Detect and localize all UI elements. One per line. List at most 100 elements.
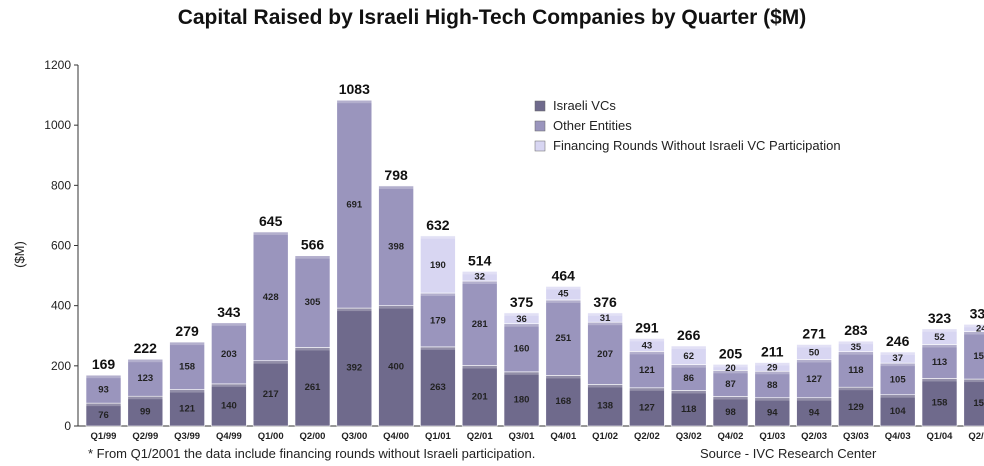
x-tick-label: Q3/99: [174, 431, 200, 442]
bar-segment: [461, 280, 498, 366]
bar-segment-highlight: [796, 397, 832, 401]
bar-value-label: 43: [642, 340, 653, 351]
bar-segment-highlight: [420, 235, 456, 239]
bar-segment-highlight: [587, 312, 623, 316]
bar-segment: [503, 371, 540, 427]
bar-total-label: 632: [426, 217, 450, 233]
bar-segment-highlight: [671, 364, 707, 368]
bar-segment-highlight: [922, 344, 957, 348]
legend-label: Financing Rounds Without Israeli VC Part…: [553, 138, 841, 153]
bar-total-label: 246: [886, 333, 910, 349]
x-tick-label: Q2/03: [801, 431, 827, 442]
bar-segment: [879, 394, 916, 427]
bar-value-label: 86: [683, 373, 694, 384]
bar-segment-highlight: [754, 362, 790, 366]
bar-value-label: 180: [514, 394, 530, 405]
bar-value-label: 179: [430, 315, 446, 326]
bar-segment: [85, 374, 122, 404]
bar-segment: [838, 386, 874, 427]
y-tick-label: 1200: [44, 58, 71, 72]
bar-segment-highlight: [295, 255, 330, 259]
bar-segment: [587, 384, 623, 427]
bar-segment-highlight: [880, 351, 916, 355]
bar-segment: [796, 344, 832, 360]
x-tick-label: Q2/99: [132, 431, 158, 442]
bar-segment-highlight: [86, 375, 121, 379]
bar-segment-highlight: [838, 341, 874, 345]
bar-value-label: 32: [474, 272, 485, 283]
bar-segment-highlight: [713, 370, 748, 374]
x-tick-label: Q3/03: [843, 431, 869, 442]
legend-label: Other Entities: [553, 118, 632, 133]
bar-segment-highlight: [880, 363, 916, 367]
bar-segment: [127, 358, 164, 397]
bar-segment-highlight: [86, 403, 121, 407]
bar-value-label: 123: [137, 373, 153, 384]
bar-segment: [629, 351, 665, 389]
bar-value-label: 105: [890, 374, 907, 385]
bar-segment: [545, 299, 582, 376]
bar-value-label: 88: [767, 380, 778, 391]
bar-segment-highlight: [880, 394, 916, 398]
legend-swatch: [534, 140, 546, 152]
bar-segment-highlight: [336, 308, 372, 312]
bar-value-label: 52: [934, 332, 945, 343]
bar-segment-highlight: [545, 375, 581, 379]
bar-value-label: 168: [555, 396, 571, 407]
bar-value-label: 36: [516, 314, 527, 325]
bar-total-label: 343: [217, 304, 241, 320]
bar-value-label: 94: [767, 407, 778, 418]
bar-value-label: 76: [98, 410, 109, 421]
chart-title: Capital Raised by Israeli High-Tech Comp…: [177, 6, 807, 29]
x-tick-label: Q2/01: [467, 431, 494, 442]
bar-total-label: 1083: [339, 81, 370, 97]
bar-segment: [754, 397, 791, 427]
bar-segment-highlight: [253, 231, 289, 235]
bar-segment-highlight: [922, 378, 957, 382]
bar-total-label: 205: [719, 345, 743, 361]
bar-segment-highlight: [838, 351, 874, 355]
bar-value-label: 160: [514, 343, 530, 354]
x-tick-label: Q2/04: [968, 431, 984, 442]
chart-footnote: * From Q1/2001 the data include financin…: [88, 446, 536, 461]
bar-value-label: 99: [140, 407, 151, 418]
x-tick-label: Q2/00: [300, 431, 326, 442]
bar-segment-highlight: [963, 379, 984, 383]
bar-segment-highlight: [545, 299, 581, 303]
bar-segment: [879, 351, 916, 364]
bar-value-label: 138: [597, 401, 613, 412]
bar-segment: [378, 185, 414, 306]
bar-segment-highlight: [922, 328, 957, 332]
bar-value-label: 31: [600, 313, 611, 324]
bar-segment-highlight: [211, 383, 247, 387]
bar-value-label: 121: [179, 403, 196, 414]
bar-segment-highlight: [754, 397, 790, 401]
bar-segment: [712, 396, 749, 427]
bar-value-label: 118: [681, 404, 696, 415]
x-tick-label: Q1/99: [91, 431, 117, 442]
bar-segment-highlight: [462, 280, 498, 284]
bar-value-label: 127: [806, 374, 822, 385]
bar-value-label: 158: [932, 398, 948, 409]
bar-segment-highlight: [796, 344, 832, 348]
x-tick-label: Q4/99: [216, 431, 242, 442]
bar-segment: [420, 235, 456, 294]
bar-segment: [921, 378, 958, 427]
bar-total-label: 266: [677, 327, 701, 343]
bar-value-label: 217: [263, 389, 279, 400]
bar-value-label: 113: [932, 357, 947, 368]
bar-value-label: 35: [851, 342, 862, 353]
bar-total-label: 338: [970, 305, 984, 321]
x-tick-label: Q1/01: [425, 431, 452, 442]
bar-segment-highlight: [629, 351, 665, 355]
bar-segment-highlight: [127, 359, 163, 363]
bar-value-label: 98: [725, 407, 736, 418]
bar-segment-highlight: [587, 322, 623, 326]
bar-segment-highlight: [420, 346, 456, 350]
bar-value-label: 24: [976, 323, 984, 334]
bar-value-label: 29: [767, 362, 778, 373]
bar-value-label: 251: [555, 333, 572, 344]
bar-total-label: 283: [844, 322, 868, 338]
bar-segment: [670, 390, 707, 427]
